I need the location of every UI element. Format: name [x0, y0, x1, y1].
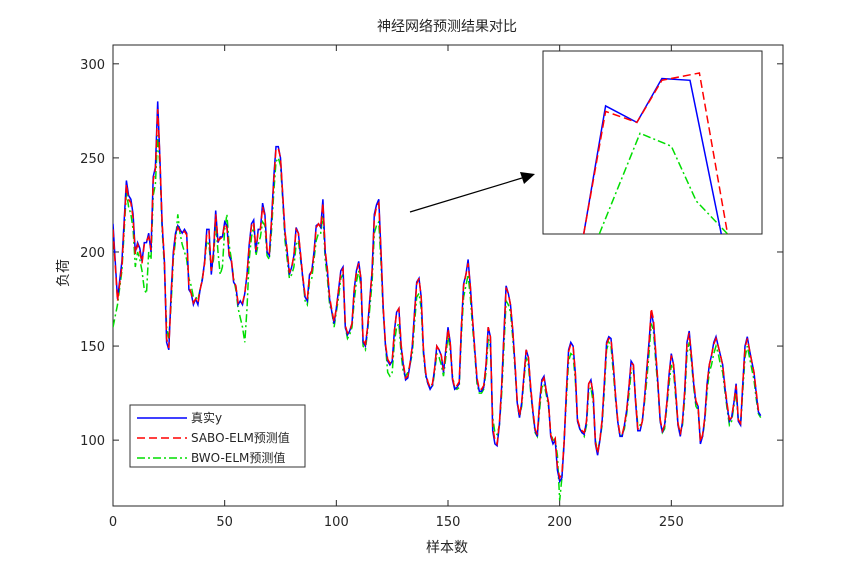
inset-zoom-panel [542, 50, 763, 235]
series-line-1 [113, 108, 762, 480]
legend-label-0: 真实y [191, 410, 222, 425]
series-line-2 [113, 135, 762, 501]
inset-series-line-1 [582, 72, 729, 234]
y-tick-label: 250 [80, 152, 105, 167]
arrow-head [520, 172, 535, 184]
y-tick-label: 200 [80, 246, 105, 261]
legend-label-1: SABO-ELM预测值 [191, 430, 290, 445]
y-tick-label: 300 [80, 58, 105, 73]
y-tick-label: 100 [80, 434, 105, 449]
inset-box [542, 50, 763, 235]
legend: 真实y SABO-ELM预测值 BWO-ELM预测值 [129, 404, 306, 468]
legend-label-2: BWO-ELM预测值 [191, 450, 285, 465]
x-tick-label: 100 [324, 515, 349, 530]
x-tick-label: 150 [436, 515, 461, 530]
x-axis-title: 样本数 [426, 540, 468, 556]
x-tick-label: 250 [659, 515, 684, 530]
x-tick-label: 200 [547, 515, 572, 530]
y-tick-label: 150 [80, 340, 105, 355]
legend-box [129, 404, 306, 468]
chart-title: 神经网络预测结果对比 [377, 19, 517, 35]
y-axis-title: 负荷 [56, 259, 72, 287]
x-tick-label: 0 [109, 515, 117, 530]
zoom-arrow [409, 172, 535, 213]
x-tick-label: 50 [216, 515, 233, 530]
